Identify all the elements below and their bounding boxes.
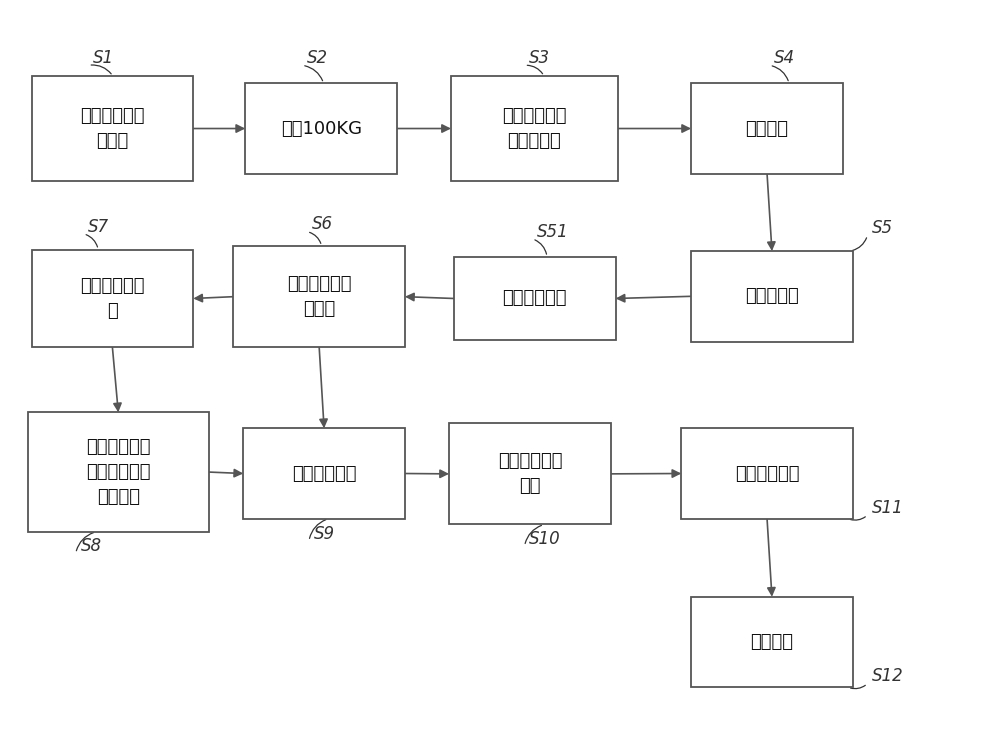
Bar — [691, 597, 853, 687]
Text: S2: S2 — [307, 49, 328, 67]
Text: 产品质量检测: 产品质量检测 — [735, 464, 799, 483]
Text: 精细优质滤料
及配料: 精细优质滤料 及配料 — [80, 107, 145, 150]
Bar — [454, 257, 616, 340]
Text: S12: S12 — [872, 667, 904, 686]
Text: 产品包装: 产品包装 — [750, 633, 793, 651]
Text: S3: S3 — [529, 49, 551, 67]
Bar — [691, 251, 853, 342]
Text: 冷却塔飞行冷
却: 冷却塔飞行冷 却 — [80, 277, 145, 320]
Text: 通入惰性气体: 通入惰性气体 — [503, 289, 567, 308]
Bar — [243, 428, 405, 519]
Bar — [28, 413, 209, 531]
Text: 紧耦式喷盘破
碎雾化: 紧耦式喷盘破 碎雾化 — [287, 275, 351, 318]
Text: 通入真空炉中
进行抽真空: 通入真空炉中 进行抽真空 — [502, 107, 567, 150]
Bar — [233, 246, 405, 348]
Text: 旋风分离对冷
切塔底的物料
进行分离: 旋风分离对冷 切塔底的物料 进行分离 — [86, 438, 151, 506]
Bar — [451, 76, 618, 181]
Text: S5: S5 — [872, 219, 894, 237]
Text: 升温熔化: 升温熔化 — [746, 120, 789, 137]
Text: 收储塔底物料: 收储塔底物料 — [292, 464, 356, 483]
Text: 三级过筛粒度
分离: 三级过筛粒度 分离 — [498, 452, 562, 495]
Text: 放金属液体: 放金属液体 — [745, 287, 799, 306]
Text: S9: S9 — [314, 525, 335, 543]
Text: S6: S6 — [312, 215, 333, 233]
Text: S7: S7 — [88, 218, 110, 235]
Bar — [32, 249, 193, 348]
Text: S8: S8 — [81, 537, 102, 555]
Bar — [32, 76, 193, 181]
Bar — [691, 83, 843, 173]
Bar — [449, 424, 611, 525]
Text: S1: S1 — [93, 49, 114, 67]
Text: S11: S11 — [872, 499, 904, 517]
Bar — [681, 428, 853, 519]
Text: S51: S51 — [537, 223, 569, 241]
Text: S10: S10 — [529, 530, 561, 548]
Bar — [245, 83, 397, 173]
Text: S4: S4 — [774, 49, 796, 67]
Text: 投料100KG: 投料100KG — [281, 120, 362, 137]
